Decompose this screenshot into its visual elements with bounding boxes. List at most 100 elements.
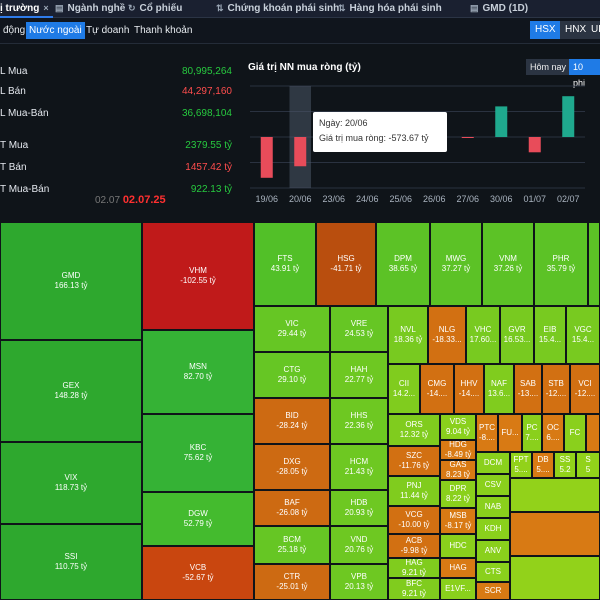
treemap-cell[interactable]: [510, 478, 600, 512]
treemap-cell[interactable]: [510, 556, 600, 600]
treemap-cell[interactable]: [586, 414, 600, 452]
treemap-cell[interactable]: ORS 12.32 tỷ: [388, 414, 440, 446]
bar[interactable]: [528, 137, 541, 153]
treemap-cell[interactable]: MSN 82.70 tỷ: [142, 330, 254, 414]
treemap-cell[interactable]: HDB 20.93 tỷ: [330, 490, 388, 526]
treemap-cell[interactable]: HHV -14....: [454, 364, 484, 414]
bar[interactable]: [562, 96, 575, 137]
treemap-cell[interactable]: VCI -12....: [570, 364, 600, 414]
treemap-cell[interactable]: MSB -8.17 tỷ: [440, 508, 476, 534]
treemap-cell[interactable]: SSI 110.75 tỷ: [0, 524, 142, 600]
subtab-1[interactable]: Nước ngoài: [26, 22, 85, 39]
tab-4[interactable]: ⇅ Hàng hóa phái sinh: [338, 0, 442, 18]
exchange-up-button[interactable]: UP: [586, 21, 600, 39]
treemap-cell[interactable]: GAS 8.23 tỷ: [440, 460, 476, 480]
treemap-cell[interactable]: SAB -13....: [514, 364, 542, 414]
treemap-cell[interactable]: PTC -8....: [476, 414, 498, 452]
tab-2[interactable]: ↻ Cổ phiếu: [128, 0, 182, 18]
treemap-cell[interactable]: VNM 37.26 tỷ: [482, 222, 534, 306]
subtab-3[interactable]: Thanh khoản: [134, 25, 193, 36]
treemap-cell[interactable]: STB -12....: [542, 364, 570, 414]
treemap-cell[interactable]: ANV: [476, 540, 510, 562]
subtab-0[interactable]: động: [3, 25, 26, 36]
treemap-cell[interactable]: NAB: [476, 496, 510, 518]
treemap-cell[interactable]: SCR: [476, 582, 510, 600]
bar[interactable]: [461, 137, 474, 138]
tab-3[interactable]: ⇅ Chứng khoán phái sinh: [216, 0, 339, 18]
treemap-cell[interactable]: VGC 15.4...: [566, 306, 600, 364]
treemap-cell[interactable]: BID -28.24 tỷ: [254, 398, 330, 444]
treemap-cell[interactable]: BFC 9.21 tỷ: [388, 578, 440, 600]
treemap-cell[interactable]: VPB 20.13 tỷ: [330, 564, 388, 600]
subtab-2[interactable]: Tự doanh: [86, 25, 130, 36]
treemap-cell[interactable]: DPM 38.65 tỷ: [376, 222, 430, 306]
treemap-cell[interactable]: OC 6....: [542, 414, 564, 452]
treemap-cell[interactable]: HAG: [440, 558, 476, 578]
treemap-cell[interactable]: VIC 29.44 tỷ: [254, 306, 330, 352]
treemap-cell[interactable]: VHM -102.55 tỷ: [142, 222, 254, 330]
treemap-cell[interactable]: GEX 148.28 tỷ: [0, 340, 142, 442]
treemap-cell[interactable]: DCM: [476, 452, 510, 474]
treemap-cell[interactable]: DB 5....: [532, 452, 554, 478]
tab-0[interactable]: ị trường ×: [0, 0, 53, 18]
treemap-cell[interactable]: BAF -26.08 tỷ: [254, 490, 330, 526]
treemap-cell[interactable]: HHS 22.36 tỷ: [330, 398, 388, 444]
treemap-cell[interactable]: HCM 21.43 tỷ: [330, 444, 388, 490]
treemap-cell[interactable]: NVL 18.36 tỷ: [388, 306, 428, 364]
treemap-cell[interactable]: [588, 222, 600, 306]
treemap-cell[interactable]: FTS 43.91 tỷ: [254, 222, 316, 306]
treemap-cell[interactable]: HDC: [440, 534, 476, 558]
treemap-cell[interactable]: NLG -18.33...: [428, 306, 466, 364]
treemap-cell[interactable]: CTG 29.10 tỷ: [254, 352, 330, 398]
treemap-cell[interactable]: PHR 35.79 tỷ: [534, 222, 588, 306]
treemap-cell[interactable]: CII 14.2...: [388, 364, 420, 414]
treemap-cell[interactable]: HSG -41.71 tỷ: [316, 222, 376, 306]
tab-5[interactable]: ▤ GMD (1D): [470, 0, 528, 18]
tab-1[interactable]: ▤ Ngành nghề: [55, 0, 125, 18]
treemap-cell[interactable]: KDH: [476, 518, 510, 540]
treemap-cell[interactable]: CTS: [476, 562, 510, 582]
treemap-cell[interactable]: FC: [564, 414, 586, 452]
treemap-cell[interactable]: DGW 52.79 tỷ: [142, 492, 254, 546]
treemap-cell[interactable]: HAG 9.21 tỷ: [388, 558, 440, 578]
treemap-cell[interactable]: BCM 25.18 tỷ: [254, 526, 330, 564]
treemap-cell[interactable]: EIB 15.4...: [534, 306, 566, 364]
treemap-cell[interactable]: CTR -25.01 tỷ: [254, 564, 330, 600]
treemap-cell[interactable]: PNJ 11.44 tỷ: [388, 476, 440, 506]
treemap-cell[interactable]: HAH 22.77 tỷ: [330, 352, 388, 398]
treemap-cell[interactable]: GVR 16.53...: [500, 306, 534, 364]
treemap-cell[interactable]: GMD 166.13 tỷ: [0, 222, 142, 340]
treemap-cell[interactable]: DPR 8.22 tỷ: [440, 480, 476, 508]
treemap-cell[interactable]: ACB -9.98 tỷ: [388, 534, 440, 558]
treemap-cell[interactable]: VRE 24.53 tỷ: [330, 306, 388, 352]
treemap-cell[interactable]: CSV: [476, 474, 510, 496]
treemap-cell[interactable]: [510, 512, 600, 556]
treemap-cell[interactable]: FPT 5....: [510, 452, 532, 478]
bar[interactable]: [495, 106, 508, 137]
treemap-cell[interactable]: PC 7....: [522, 414, 542, 452]
treemap-cell[interactable]: CMG -14....: [420, 364, 454, 414]
treemap-cell[interactable]: HDG -8.49 tỷ: [440, 440, 476, 460]
treemap-cell[interactable]: NAF 13.6...: [484, 364, 514, 414]
treemap-cell[interactable]: FU...: [498, 414, 522, 452]
treemap-cell[interactable]: VIX 118.73 tỷ: [0, 442, 142, 524]
treemap-cell[interactable]: DXG -28.05 tỷ: [254, 444, 330, 490]
treemap-cell[interactable]: KBC 75.62 tỷ: [142, 414, 254, 492]
treemap-cell[interactable]: SZC -11.76 tỷ: [388, 446, 440, 476]
treemap-cell[interactable]: VCB -52.67 tỷ: [142, 546, 254, 600]
bar[interactable]: [294, 137, 307, 167]
treemap-cell[interactable]: MWG 37.27 tỷ: [430, 222, 482, 306]
range-10min-button[interactable]: 10 phi: [569, 59, 600, 88]
exchange-hnx-button[interactable]: HNX: [560, 21, 592, 39]
treemap-cell[interactable]: E1VF...: [440, 578, 476, 600]
treemap-cell[interactable]: VND 20.76 tỷ: [330, 526, 388, 564]
treemap-cell[interactable]: VDS 9.04 tỷ: [440, 414, 476, 440]
treemap-cell[interactable]: VHC 17.60...: [466, 306, 500, 364]
exchange-hsx-button[interactable]: HSX: [530, 21, 561, 39]
range-today-button[interactable]: Hôm nay: [526, 59, 571, 75]
close-icon[interactable]: ×: [43, 3, 49, 13]
treemap-cell[interactable]: SS 5.2: [554, 452, 576, 478]
treemap-cell[interactable]: VCG -10.00 tỷ: [388, 506, 440, 534]
bar[interactable]: [260, 137, 273, 178]
